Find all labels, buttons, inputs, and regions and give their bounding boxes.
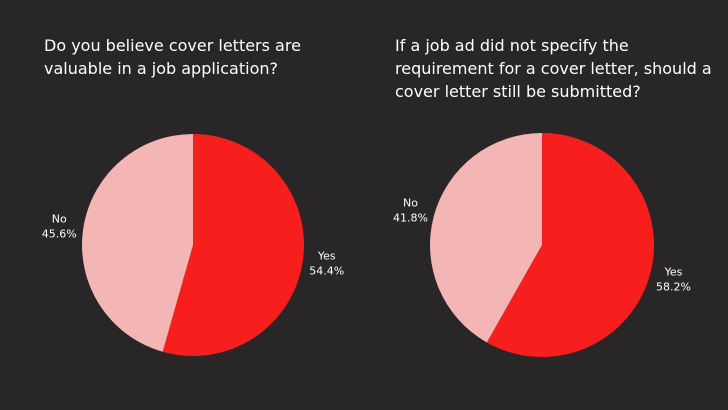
chart-title: If a job ad did not specify the requirem… (395, 36, 712, 101)
slice-label: Yes (664, 266, 683, 279)
slice-label: No (403, 196, 418, 209)
value-label: 45.6% (42, 227, 77, 240)
pie-slice (81, 134, 193, 352)
slice-label: Yes (317, 250, 336, 263)
chart-title: Do you believe cover letters are valuabl… (44, 36, 301, 78)
slice-label: No (52, 212, 67, 225)
value-label: 58.2% (656, 281, 691, 294)
value-label: 41.8% (393, 211, 428, 224)
value-label: 54.4% (309, 265, 344, 278)
pie-slice (486, 133, 655, 357)
pie-slice (162, 134, 304, 356)
pie-slice (430, 133, 542, 343)
